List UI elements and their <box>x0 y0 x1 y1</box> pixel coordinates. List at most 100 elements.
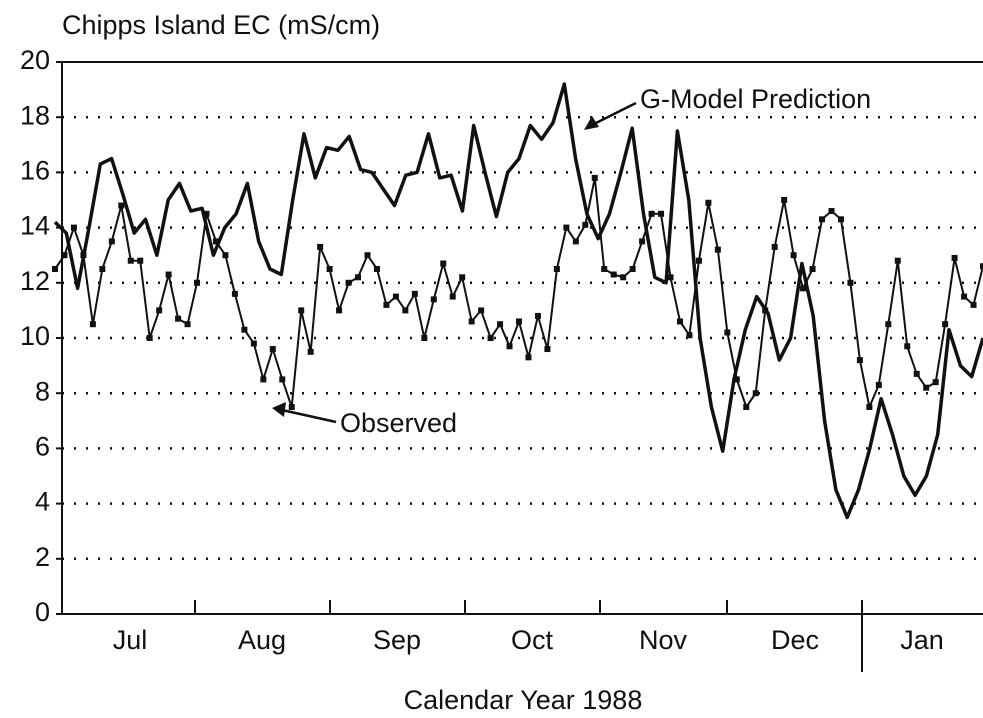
series-line <box>53 82 983 520</box>
data-point <box>231 290 238 297</box>
data-point <box>961 293 968 300</box>
data-point <box>61 252 68 259</box>
data-point <box>771 243 778 250</box>
data-point <box>781 197 788 203</box>
data-point <box>970 301 977 308</box>
data-point <box>800 285 807 292</box>
data-point <box>563 224 570 231</box>
data-point <box>856 357 863 364</box>
data-point <box>269 346 276 353</box>
data-point <box>203 210 210 217</box>
data-point <box>383 301 390 308</box>
chart-title: Chipps Island EC (mS/cm) <box>62 10 380 40</box>
x-tick-label: Jul <box>113 625 148 655</box>
data-point <box>714 246 721 253</box>
y-tick-label: 18 <box>20 100 50 130</box>
data-point <box>118 202 125 209</box>
data-point <box>99 266 106 272</box>
data-point <box>411 290 418 297</box>
data-point <box>260 376 267 383</box>
data-point <box>298 307 305 314</box>
data-point <box>52 266 58 272</box>
x-tick-label: Aug <box>238 625 286 655</box>
data-point <box>639 238 646 245</box>
data-point <box>544 346 551 353</box>
data-point <box>648 210 655 217</box>
annotation-arrow <box>589 101 637 128</box>
x-tick-label: Dec <box>771 625 819 655</box>
x-tick-label: Jan <box>900 625 944 655</box>
x-axis-label: Calendar Year 1988 <box>404 685 643 715</box>
data-point <box>89 321 96 328</box>
data-point <box>449 293 456 300</box>
data-point <box>459 274 466 281</box>
data-point <box>932 379 939 386</box>
data-point <box>506 343 513 350</box>
data-point <box>790 252 797 259</box>
data-point <box>942 321 949 328</box>
y-tick-label: 16 <box>20 156 50 186</box>
data-point <box>705 199 712 206</box>
x-tick-label: Sep <box>373 625 421 655</box>
data-point <box>250 340 257 347</box>
data-point <box>430 296 437 303</box>
y-tick-label: 8 <box>35 376 50 406</box>
data-point <box>923 384 930 391</box>
data-point <box>307 348 314 355</box>
data-point <box>478 307 485 314</box>
data-point <box>212 238 219 245</box>
data-point <box>762 307 769 314</box>
data-point <box>875 381 882 388</box>
x-tick-label: Oct <box>511 625 554 655</box>
data-point <box>288 404 295 410</box>
y-tick-label: 12 <box>20 266 50 296</box>
data-point <box>553 266 560 272</box>
y-tick-label: 2 <box>35 542 50 572</box>
data-point <box>156 307 163 314</box>
data-point <box>497 321 504 328</box>
data-point <box>165 271 172 278</box>
data-point <box>127 257 134 264</box>
annotation-arrow <box>281 408 337 424</box>
data-point <box>667 274 674 281</box>
data-point <box>222 252 229 259</box>
data-point <box>364 252 371 259</box>
y-tick-label: 0 <box>35 597 50 627</box>
data-point <box>743 404 750 410</box>
x-tick-label: Nov <box>639 625 688 655</box>
data-point <box>885 321 892 328</box>
data-point <box>355 274 362 281</box>
data-point <box>809 266 816 272</box>
y-tick-label: 20 <box>20 45 50 75</box>
data-point <box>194 279 201 286</box>
data-point <box>837 216 844 223</box>
y-tick-label: 4 <box>35 487 50 517</box>
data-point <box>980 263 983 270</box>
data-point <box>175 315 182 322</box>
data-point <box>336 307 343 314</box>
data-point <box>572 238 579 245</box>
annotation: G-Model Prediction <box>640 84 871 114</box>
data-point <box>601 266 608 272</box>
data-point <box>819 216 826 223</box>
data-point <box>847 279 854 286</box>
data-point <box>629 266 636 272</box>
data-point <box>610 271 617 278</box>
y-tick-label: 14 <box>20 211 50 241</box>
arrow-head <box>272 402 286 417</box>
data-point <box>345 279 352 286</box>
data-point <box>752 390 759 397</box>
data-point <box>516 318 522 325</box>
data-point <box>951 254 958 261</box>
data-point <box>184 321 191 328</box>
data-point <box>525 354 532 361</box>
data-point <box>108 238 115 245</box>
data-point <box>913 370 920 377</box>
data-point <box>904 343 911 350</box>
data-point <box>695 257 702 264</box>
data-point <box>724 329 731 336</box>
data-point <box>828 208 835 215</box>
data-point <box>402 307 409 314</box>
data-point <box>866 404 873 410</box>
